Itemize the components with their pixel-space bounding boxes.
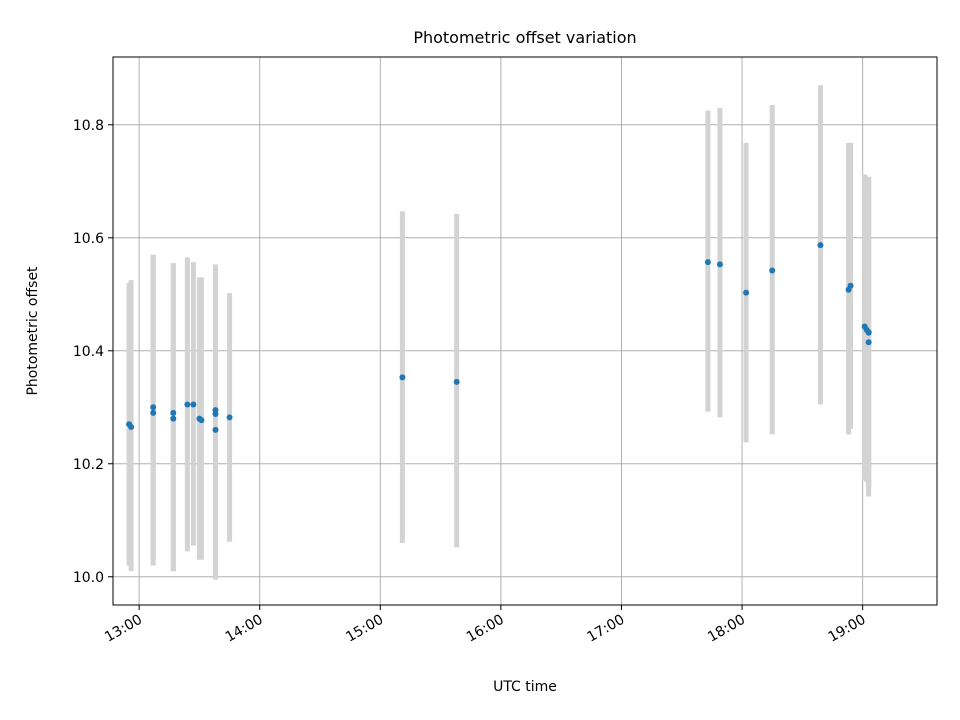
data-point	[399, 374, 406, 381]
grid	[113, 57, 937, 605]
data-point	[170, 409, 177, 416]
y-tick-label: 10.0	[73, 570, 104, 586]
y-axis-label: Photometric offset	[25, 266, 41, 396]
data-point	[704, 259, 711, 266]
plot-background	[113, 57, 937, 605]
data-point	[184, 401, 191, 408]
data-point	[226, 414, 233, 421]
y-tick-label: 10.4	[73, 344, 104, 360]
y-tick-label: 10.2	[73, 457, 104, 473]
data-point	[865, 339, 872, 346]
y-tick-label: 10.8	[73, 118, 104, 134]
data-point	[817, 242, 824, 249]
data-point	[128, 424, 135, 431]
data-point	[198, 417, 205, 424]
y-axis: 10.0 10.2 10.4 10.6 10.8	[73, 118, 113, 586]
data-point	[150, 409, 157, 416]
data-point	[150, 404, 157, 411]
x-axis-label: UTC time	[493, 679, 557, 695]
data-point	[865, 329, 872, 336]
data-point	[212, 411, 219, 418]
data-point	[453, 378, 460, 385]
chart-title: Photometric offset variation	[413, 28, 636, 47]
data-points	[126, 242, 872, 433]
data-point	[190, 401, 197, 408]
data-point	[769, 267, 776, 274]
data-point	[170, 415, 177, 422]
data-point	[212, 426, 219, 433]
data-point	[847, 282, 854, 289]
data-point	[743, 289, 750, 296]
plot-frame	[112, 56, 938, 606]
y-tick-label: 10.6	[73, 231, 104, 247]
data-point	[716, 261, 723, 268]
